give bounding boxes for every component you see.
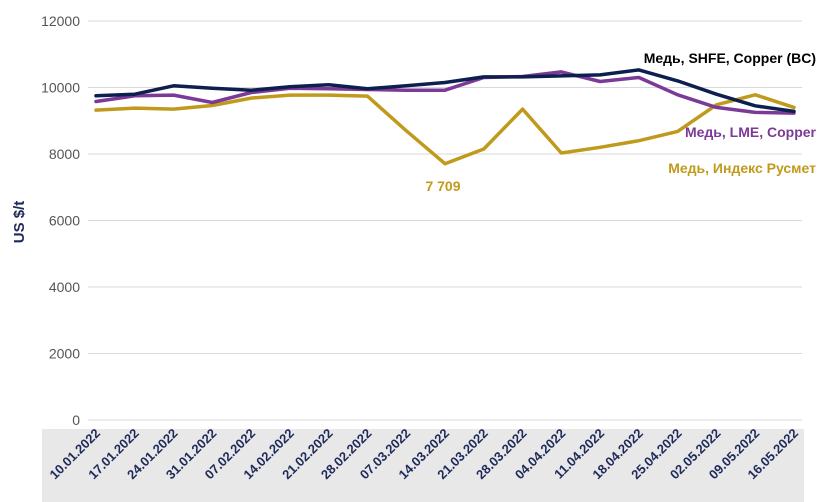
series-line-0 bbox=[94, 68, 796, 114]
gridlines bbox=[88, 20, 802, 421]
y-tick-label: 6000 bbox=[49, 213, 80, 229]
series-lines bbox=[94, 68, 796, 166]
series-line-2 bbox=[94, 93, 796, 166]
series-line-1 bbox=[94, 70, 796, 115]
series-label-lme: Медь, LME, Copper bbox=[685, 124, 817, 140]
y-tick-label: 12000 bbox=[41, 13, 80, 29]
series-label-shfe: Медь, SHFE, Copper (BC) bbox=[644, 50, 816, 66]
y-tick-label: 10000 bbox=[41, 80, 80, 96]
series-label-rusmet: Медь, Индекс Русмет bbox=[668, 160, 816, 176]
series-labels: Медь, SHFE, Copper (BC) Медь, LME, Coppe… bbox=[644, 50, 817, 176]
y-axis-label: US $/t bbox=[11, 201, 28, 244]
y-tick-label: 8000 bbox=[49, 146, 80, 162]
annotation-min-value: 7 709 bbox=[425, 178, 460, 194]
x-axis-band bbox=[42, 429, 804, 502]
y-tick-label: 0 bbox=[72, 412, 80, 428]
y-tick-label: 2000 bbox=[49, 346, 80, 362]
y-axis-ticks: 0 2000 4000 6000 8000 10000 12000 bbox=[41, 13, 80, 428]
y-tick-label: 4000 bbox=[49, 279, 80, 295]
